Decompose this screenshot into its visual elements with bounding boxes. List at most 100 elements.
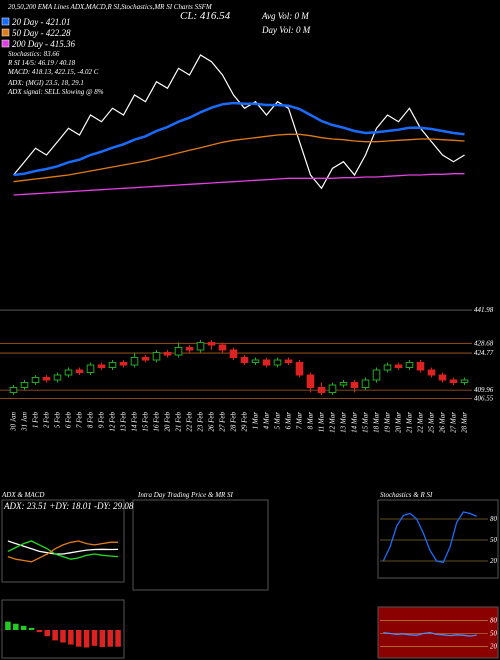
candle-body bbox=[339, 382, 348, 386]
candle-body bbox=[174, 347, 183, 356]
x-tick-label: 14 Mar bbox=[351, 412, 359, 433]
candle-body bbox=[427, 369, 436, 376]
candle-body bbox=[75, 369, 84, 373]
chart-title: 20,50,200 EMA Lines ADX,MACD,R SI,Stocha… bbox=[8, 3, 213, 11]
legend-label: 20 Day - 421.01 bbox=[12, 17, 71, 27]
candle-body bbox=[141, 357, 150, 361]
candle-body bbox=[262, 359, 271, 366]
x-tick-label: 20 Mar bbox=[395, 412, 403, 433]
bar bbox=[28, 627, 35, 630]
bar bbox=[5, 621, 11, 630]
x-tick-label: 31 Jan bbox=[21, 412, 29, 432]
candle-body bbox=[295, 362, 304, 376]
x-tick-label: 28 Feb bbox=[230, 412, 238, 432]
x-tick-label: 12 Feb bbox=[109, 412, 117, 432]
line bbox=[13, 101, 465, 177]
day-volume: Day Vol: 0 M bbox=[261, 25, 311, 35]
x-tick-label: 27 Mar bbox=[450, 412, 458, 433]
candle-body bbox=[229, 349, 238, 358]
bar bbox=[60, 630, 66, 643]
line bbox=[7, 540, 119, 555]
line bbox=[7, 540, 119, 560]
candle-body bbox=[53, 374, 62, 381]
candle-body bbox=[438, 374, 447, 381]
line bbox=[383, 631, 477, 637]
x-tick-label: 22 Mar bbox=[417, 412, 425, 433]
x-tick-label: 15 Feb bbox=[142, 412, 150, 432]
x-tick-label: 6 Feb bbox=[65, 412, 73, 429]
adx-info: ADX: (MGI) 23.5, 18, 29.1 bbox=[7, 79, 84, 87]
bar bbox=[44, 630, 51, 637]
candle-body bbox=[163, 352, 172, 356]
bar bbox=[13, 623, 19, 630]
bar bbox=[91, 630, 98, 646]
y-tick-label: 20 bbox=[490, 557, 498, 565]
x-tick-label: 28 Mar bbox=[461, 412, 469, 433]
x-tick-label: 15 Mar bbox=[362, 412, 370, 433]
candle-body bbox=[251, 359, 260, 363]
candle-body bbox=[361, 379, 370, 388]
x-tick-label: 23 Feb bbox=[197, 412, 205, 432]
panel-title: ADX & MACD bbox=[1, 491, 44, 499]
line bbox=[7, 540, 119, 563]
level-label: 441.98 bbox=[474, 306, 494, 314]
x-tick-label: 11 Mar bbox=[318, 412, 326, 433]
adx-signal: ADX signal: SELL Slowing @ 8% bbox=[7, 88, 104, 96]
legend-swatch bbox=[1, 17, 10, 26]
candle-body bbox=[460, 379, 469, 383]
candle-body bbox=[416, 362, 425, 371]
candle-body bbox=[383, 364, 392, 371]
x-tick-label: 6 Mar bbox=[285, 412, 293, 430]
candle-body bbox=[284, 359, 293, 363]
candle-body bbox=[350, 382, 359, 388]
candle-body bbox=[449, 379, 458, 383]
x-tick-label: 21 Feb bbox=[175, 412, 183, 432]
price-line bbox=[13, 54, 465, 190]
candle-body bbox=[130, 357, 139, 366]
panel-background bbox=[377, 499, 499, 579]
y-tick-label: 20 bbox=[490, 642, 498, 650]
x-tick-label: 26 Feb bbox=[208, 412, 216, 432]
level-label: 428.68 bbox=[474, 339, 494, 347]
x-tick-label: 21 Mar bbox=[406, 412, 414, 433]
bar bbox=[83, 630, 90, 648]
candle-body bbox=[306, 374, 315, 388]
adx-values: ADX: 23.51 +DY: 18.01 -DY: 29.08 bbox=[3, 501, 134, 511]
candle-body bbox=[108, 362, 117, 368]
x-tick-label: 7 Mar bbox=[296, 412, 304, 430]
bar bbox=[36, 630, 43, 633]
candle-body bbox=[405, 362, 414, 368]
x-tick-label: 1 Mar bbox=[252, 412, 260, 430]
x-tick-label: 27 Feb bbox=[219, 412, 227, 432]
close-price: CL: 416.54 bbox=[180, 10, 231, 22]
rsi-info: R SI 14/5: 46.19 / 40.18 bbox=[7, 59, 76, 67]
x-tick-label: 22 Feb bbox=[186, 412, 194, 432]
x-tick-label: 5 Mar bbox=[274, 412, 282, 430]
x-tick-label: 13 Mar bbox=[340, 412, 348, 433]
candle-body bbox=[372, 369, 381, 381]
candle-body bbox=[86, 364, 95, 373]
x-tick-label: 8 Mar bbox=[307, 412, 315, 430]
candle-body bbox=[317, 387, 326, 393]
candle-body bbox=[97, 364, 106, 368]
panel-background bbox=[377, 606, 499, 659]
x-tick-label: 13 Feb bbox=[120, 412, 128, 432]
x-tick-label: 14 Feb bbox=[131, 412, 139, 432]
x-tick-label: 2 Feb bbox=[43, 412, 51, 429]
x-tick-label: 19 Mar bbox=[384, 412, 392, 433]
bar bbox=[107, 630, 113, 647]
candle-body bbox=[31, 377, 40, 383]
x-tick-label: 12 Mar bbox=[329, 412, 337, 433]
bar bbox=[99, 630, 106, 648]
bar bbox=[115, 630, 121, 647]
y-tick-label: 80 bbox=[490, 515, 498, 523]
y-tick-label: 50 bbox=[490, 630, 498, 638]
legend-swatch bbox=[1, 39, 10, 48]
candle-body bbox=[119, 362, 128, 366]
level-label: 424.77 bbox=[474, 349, 494, 357]
candle-body bbox=[273, 359, 282, 366]
legend-swatch bbox=[1, 28, 10, 37]
x-tick-label: 9 Feb bbox=[98, 412, 106, 429]
panel-title: Intra Day Trading Price & MR SI bbox=[137, 491, 234, 499]
candle-body bbox=[9, 387, 18, 393]
